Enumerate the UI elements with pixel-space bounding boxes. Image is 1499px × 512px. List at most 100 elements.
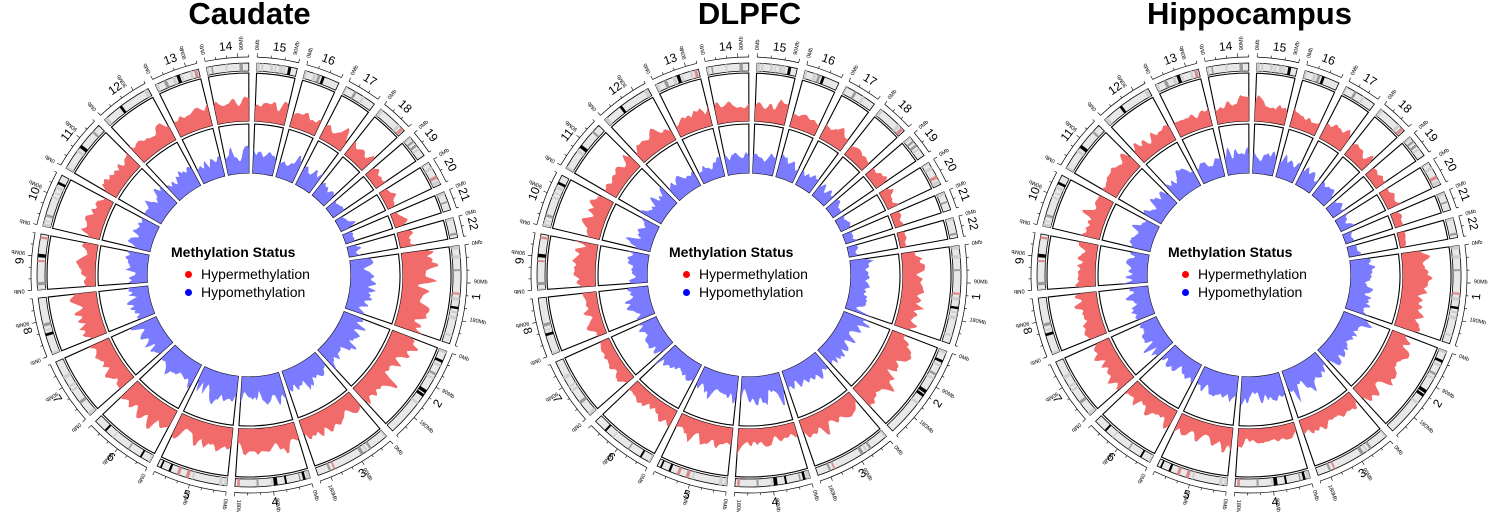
hypo-area bbox=[1143, 191, 1177, 224]
hypo-area bbox=[130, 316, 173, 354]
ideogram-band bbox=[104, 88, 153, 127]
tick-axis bbox=[36, 172, 57, 225]
panel-dlpfc: DLPFC 0Mb 90Mb 180Mb 1 0Mb 90Mb 180Mb 2 0Mb 90Mb 1… bbox=[500, 0, 999, 512]
ideogram-stripe bbox=[444, 332, 453, 337]
tick-mark bbox=[396, 435, 399, 438]
ideogram-stripe bbox=[452, 254, 461, 259]
hypo-track-frame bbox=[217, 123, 250, 176]
hyper-area bbox=[1365, 168, 1387, 189]
hypo-area bbox=[347, 245, 362, 257]
tick-label: 90Mb bbox=[1181, 491, 1191, 506]
hypo-area bbox=[1326, 201, 1347, 218]
legend-label: Hypermethylation bbox=[1198, 266, 1307, 282]
tick-mark bbox=[540, 345, 543, 347]
ideogram-stripe bbox=[260, 63, 264, 72]
tick-mark bbox=[164, 476, 167, 479]
chromosome-label: 14 bbox=[218, 39, 233, 54]
tick-mark bbox=[1043, 356, 1048, 359]
ideogram-stripe bbox=[612, 430, 619, 438]
hypo-track-frame bbox=[97, 245, 150, 287]
hyper-track-frame bbox=[1396, 219, 1449, 249]
hyper-area bbox=[675, 105, 713, 137]
hypo-area bbox=[1197, 158, 1225, 184]
tick-mark bbox=[1114, 448, 1118, 453]
tick-label: 90Mb bbox=[1011, 248, 1025, 255]
ideogram-stripe bbox=[643, 89, 651, 98]
tick-label: 0Mb bbox=[1221, 498, 1228, 509]
tick-axis bbox=[590, 425, 648, 468]
tick-label: 0Mb bbox=[350, 64, 360, 76]
hypo-track-frame bbox=[1182, 366, 1239, 426]
ideogram-stripe bbox=[676, 466, 683, 476]
ideogram-stripe bbox=[693, 69, 699, 79]
tick-axis bbox=[1060, 120, 1095, 166]
tick-axis bbox=[549, 364, 586, 420]
hypo-track-frame bbox=[101, 203, 160, 253]
ideogram-stripe bbox=[1452, 292, 1461, 296]
hyper-track-frame bbox=[393, 246, 452, 342]
tick-mark bbox=[405, 426, 408, 429]
hypo-area bbox=[847, 245, 859, 257]
chromosome-label: 9 bbox=[512, 257, 526, 265]
tick-axis bbox=[1090, 425, 1148, 468]
ideogram-stripe bbox=[224, 477, 228, 486]
ideogram-stripe bbox=[315, 74, 321, 84]
ideogram-stripe bbox=[451, 296, 460, 301]
ideogram-stripe bbox=[543, 219, 553, 224]
ideogram-band bbox=[314, 429, 388, 476]
hyper-area bbox=[1289, 107, 1321, 136]
ideogram-stripe bbox=[426, 373, 435, 380]
legend: Methylation Status Hypermethylation Hypo… bbox=[1168, 244, 1307, 301]
ideogram-stripe bbox=[1431, 179, 1441, 187]
ideogram-stripe bbox=[804, 470, 811, 479]
chromosome-label: 13 bbox=[662, 50, 680, 68]
ideogram-stripe bbox=[1210, 66, 1214, 75]
tick-label: 0Mb bbox=[1087, 100, 1099, 112]
ideogram-stripe bbox=[578, 396, 588, 404]
tick-mark bbox=[49, 181, 52, 183]
hypo-area bbox=[318, 311, 366, 371]
ideogram-stripe bbox=[1282, 65, 1286, 75]
ideogram-stripe bbox=[1180, 73, 1185, 82]
tick-mark bbox=[311, 483, 314, 488]
ideogram-stripe bbox=[53, 191, 62, 197]
tick-mark bbox=[1319, 480, 1322, 484]
tick-mark bbox=[1405, 426, 1408, 429]
hyper-area bbox=[1173, 413, 1233, 453]
chromosome-label: 22 bbox=[465, 215, 482, 231]
ideogram-stripe bbox=[1438, 348, 1447, 355]
hyper-track-frame bbox=[754, 72, 796, 126]
ideogram-stripe bbox=[51, 349, 60, 355]
ideogram-stripe bbox=[451, 245, 460, 251]
hyper-area bbox=[1073, 291, 1107, 340]
tick-axis bbox=[1449, 189, 1457, 209]
tick-axis bbox=[1396, 353, 1453, 436]
ideogram-stripe bbox=[725, 64, 728, 73]
ideogram-stripe bbox=[1055, 185, 1065, 192]
hyper-area bbox=[172, 413, 233, 452]
tick-mark bbox=[453, 197, 456, 199]
hyper-track-frame bbox=[1158, 78, 1213, 138]
tick-axis bbox=[449, 189, 457, 209]
ideogram-stripe bbox=[565, 166, 574, 173]
chromosome-label: 10 bbox=[525, 185, 543, 203]
hypo-area bbox=[276, 155, 302, 183]
tick-mark bbox=[921, 407, 925, 410]
tick-mark bbox=[441, 375, 445, 378]
ideogram-band bbox=[1314, 429, 1388, 476]
tick-mark bbox=[1032, 223, 1037, 225]
hyper-track-frame bbox=[298, 391, 381, 467]
hypo-track-frame bbox=[1138, 344, 1203, 410]
hyper-area bbox=[1299, 392, 1358, 435]
legend: Methylation Status Hypermethylation Hypo… bbox=[171, 244, 310, 301]
tick-mark bbox=[1368, 90, 1371, 93]
ideogram-stripe bbox=[68, 381, 77, 388]
ideogram-stripe bbox=[163, 79, 170, 89]
ideogram-stripe bbox=[903, 136, 912, 144]
tick-label: 0Mb bbox=[29, 356, 41, 366]
ideogram-stripe bbox=[1237, 478, 1240, 487]
tick-mark bbox=[1390, 440, 1394, 445]
